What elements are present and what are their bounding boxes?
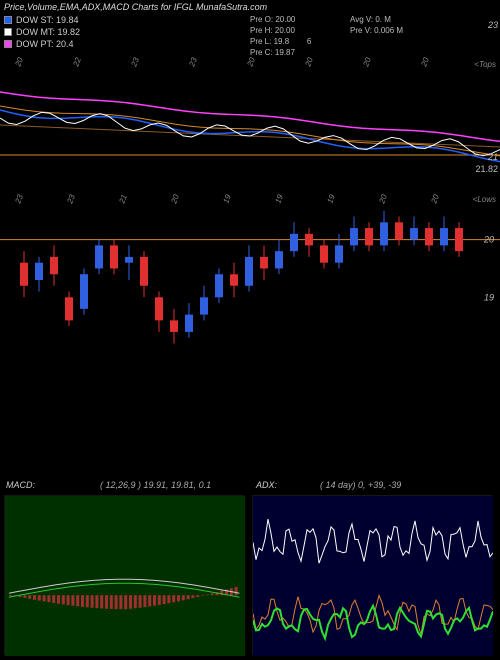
svg-text:19: 19	[484, 292, 494, 302]
legend-mt-label: DOW MT: 19.82	[16, 26, 80, 38]
adx-chart	[253, 496, 493, 656]
svg-text:20: 20	[419, 56, 431, 69]
pre-open: Pre O: 20.00	[250, 14, 311, 25]
svg-text:20: 20	[361, 56, 373, 69]
svg-text:20: 20	[483, 235, 494, 245]
legend-st-swatch	[4, 16, 12, 24]
svg-text:23: 23	[13, 193, 25, 206]
ohlc-info: Pre O: 20.00 Pre H: 20.00 Pre L: 19.8 6 …	[250, 14, 311, 58]
adx-params: ( 14 day) 0, +39, -39	[320, 480, 401, 490]
legend-pt-label: DOW PT: 20.4	[16, 38, 74, 50]
price-tag: 21.82	[475, 164, 498, 174]
legend-mt-swatch	[4, 28, 12, 36]
svg-text:20: 20	[13, 56, 25, 69]
adx-label: ADX:	[256, 480, 277, 490]
macd-params: ( 12,26,9 ) 19.91, 19.81, 0.1	[100, 480, 211, 490]
ema-panel: 20 22 23 23 20 20 20 20	[0, 55, 500, 175]
legend: DOW ST: 19.84 DOW MT: 19.82 DOW PT: 20.4	[4, 14, 80, 50]
svg-text:23: 23	[65, 193, 77, 206]
volume-info: Avg V: 0. M Pre V: 0.006 M	[350, 14, 403, 36]
svg-text:19: 19	[221, 193, 233, 205]
svg-text:19: 19	[273, 193, 285, 205]
svg-text:22: 22	[71, 56, 83, 69]
legend-st: DOW ST: 19.84	[4, 14, 80, 26]
top-y-23: 23	[488, 20, 498, 30]
svg-text:23: 23	[129, 56, 141, 69]
pre-volume: Pre V: 0.006 M	[350, 25, 403, 36]
legend-mt: DOW MT: 19.82	[4, 26, 80, 38]
svg-text:20: 20	[169, 193, 181, 206]
info-six: 6	[307, 37, 311, 46]
svg-text:23: 23	[187, 56, 199, 69]
adx-box	[252, 495, 492, 655]
svg-text:20: 20	[245, 56, 257, 69]
svg-text:20: 20	[377, 193, 389, 206]
legend-st-label: DOW ST: 19.84	[16, 14, 79, 26]
svg-text:21: 21	[117, 193, 129, 205]
macd-box	[4, 495, 244, 655]
legend-pt-swatch	[4, 40, 12, 48]
pre-low: Pre L: 19.8	[250, 37, 289, 46]
macd-chart	[5, 496, 245, 656]
candle-chart: 20 19 23 23 21 20 19 19 19 20 20	[0, 190, 500, 360]
macd-label: MACD:	[6, 480, 35, 490]
chart-title: Price,Volume,EMA,ADX,MACD Charts for IFG…	[4, 2, 267, 12]
ema-chart: 20 22 23 23 20 20 20 20	[0, 55, 500, 175]
legend-pt: DOW PT: 20.4	[4, 38, 80, 50]
avg-volume: Avg V: 0. M	[350, 14, 403, 25]
svg-text:19: 19	[325, 193, 337, 205]
candle-panel: 20 19 23 23 21 20 19 19 19 20 20	[0, 190, 500, 360]
svg-text:20: 20	[303, 56, 315, 69]
pre-high: Pre H: 20.00	[250, 25, 311, 36]
svg-text:20: 20	[429, 193, 441, 206]
top-y-21: 21	[488, 152, 498, 162]
